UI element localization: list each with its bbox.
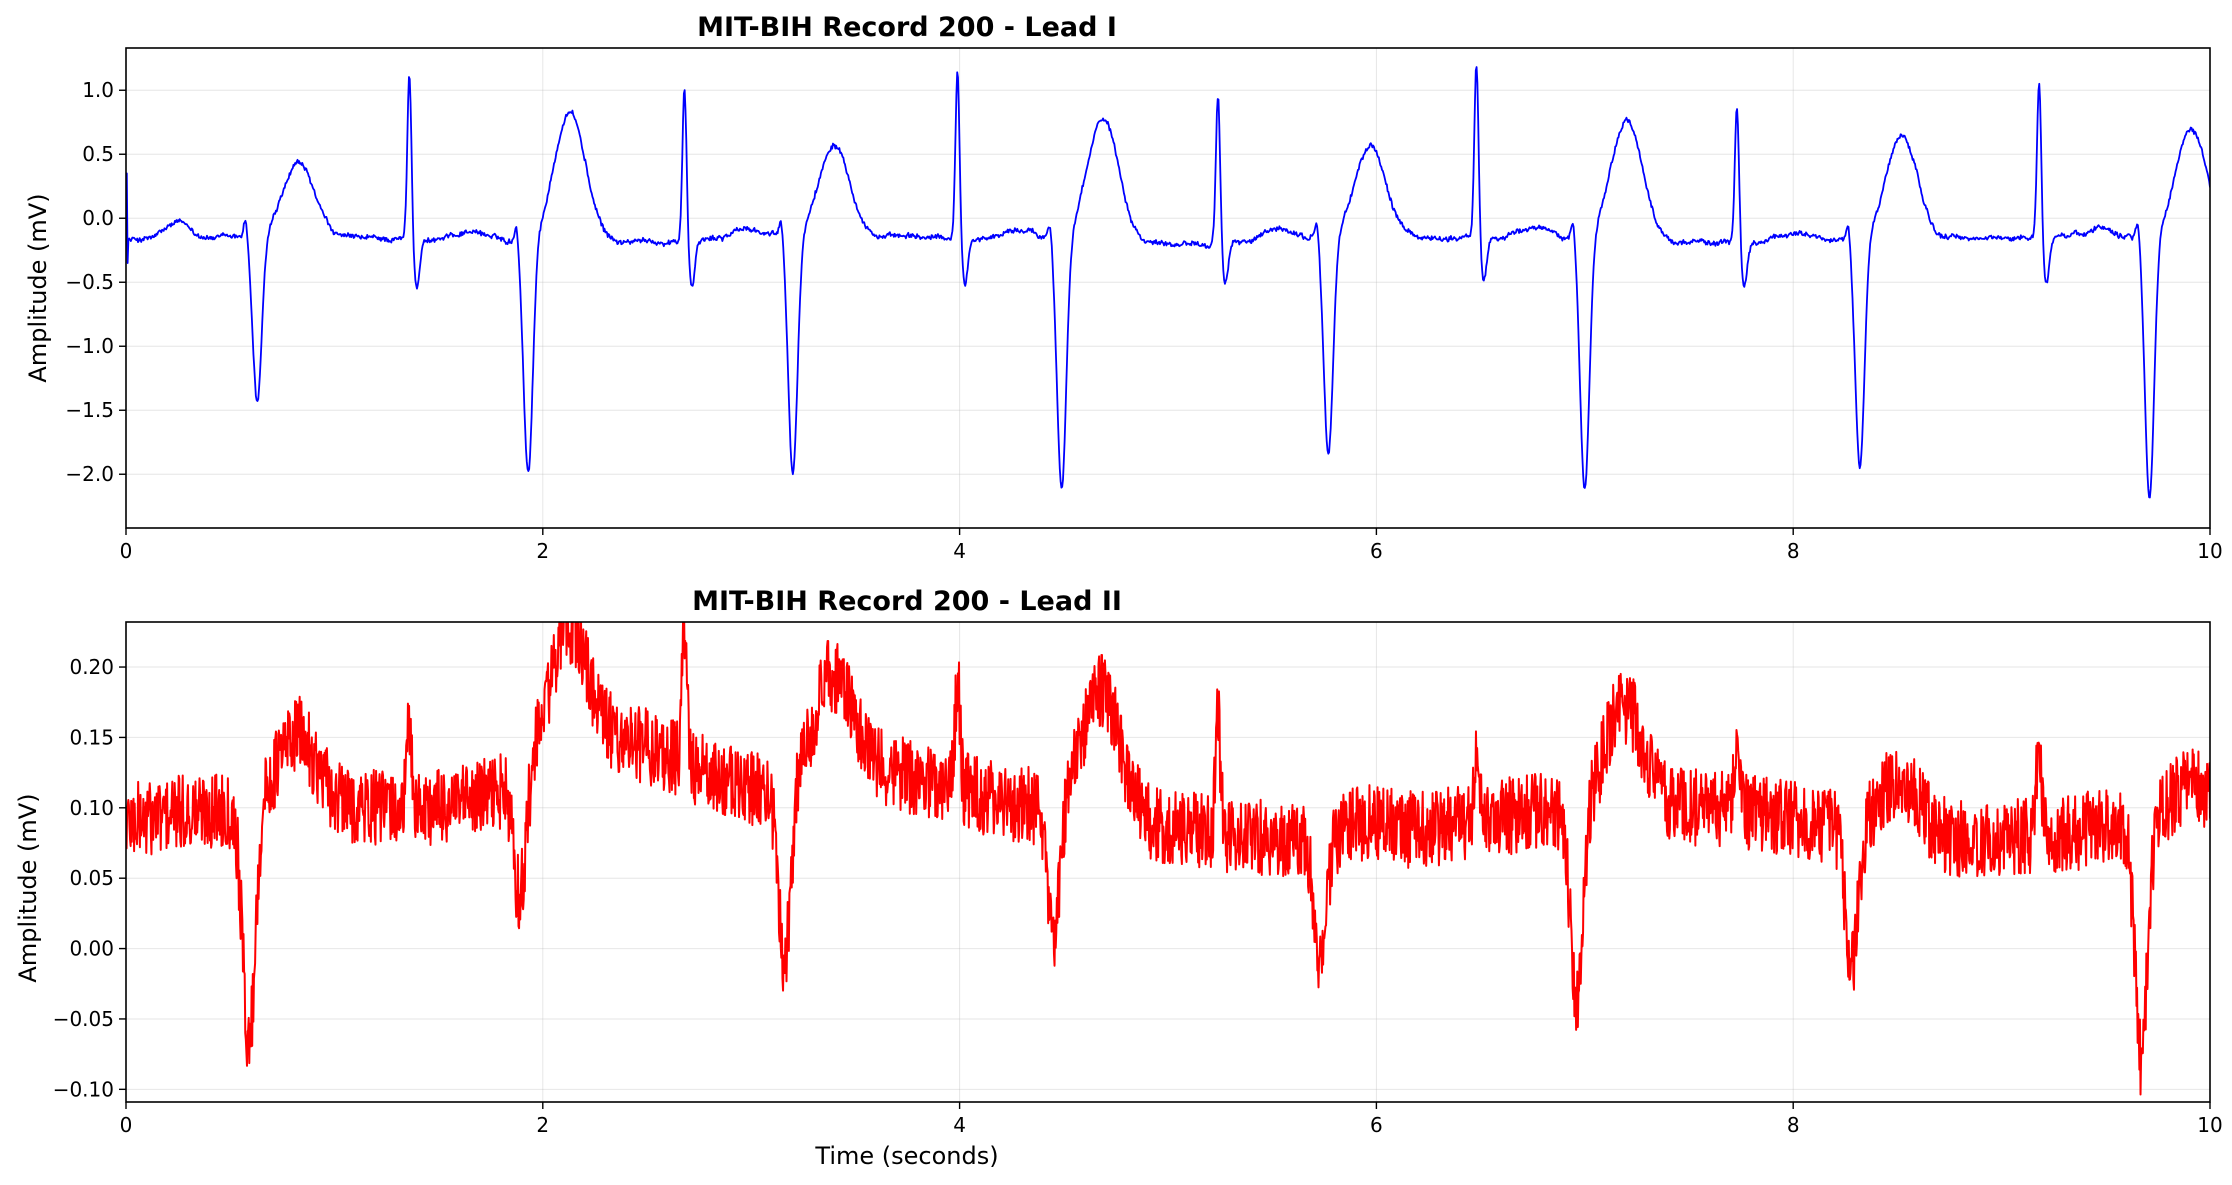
y-tick-label: 0.0 xyxy=(82,206,114,230)
grid-lead-2 xyxy=(125,622,2211,1102)
x-tick-label: 0 xyxy=(120,1113,133,1137)
y-axis-label-lead-2: Amplitude (mV) xyxy=(14,793,42,982)
y-tick-label: −1.0 xyxy=(65,334,114,358)
y-tick-label: −0.5 xyxy=(65,270,114,294)
x-tick-label: 2 xyxy=(536,539,549,563)
y-tick-label: 0.20 xyxy=(69,655,114,679)
x-tick-label: 8 xyxy=(1787,539,1800,563)
ecg-signal-line-lead-2 xyxy=(126,622,2210,1096)
plot-frame-lead-2 xyxy=(125,621,2211,1103)
x-axis-label-lead-2: Time (seconds) xyxy=(814,1142,998,1170)
x-tick-label: 10 xyxy=(2197,539,2222,563)
y-tick-label: −0.10 xyxy=(53,1077,114,1101)
y-axis-label-lead-1: Amplitude (mV) xyxy=(24,193,52,382)
y-tick-label: 0.5 xyxy=(82,142,114,166)
y-tick-label: 0.05 xyxy=(69,866,114,890)
y-tick-label: 1.0 xyxy=(82,78,114,102)
plot-frame-lead-1 xyxy=(125,47,2211,529)
x-tick-label: 6 xyxy=(1370,539,1383,563)
y-tick-label: 0.10 xyxy=(69,796,114,820)
chart-title-lead-1: MIT-BIH Record 200 - Lead I xyxy=(697,12,1117,43)
chart-panel-lead-2: MIT-BIH Record 200 - Lead II Amplitude (… xyxy=(14,586,2223,1170)
chart-title-lead-2: MIT-BIH Record 200 - Lead II xyxy=(692,586,1122,617)
x-tick-label: 8 xyxy=(1787,1113,1800,1137)
y-tick-label: −1.5 xyxy=(65,398,114,422)
x-tick-label: 0 xyxy=(120,539,133,563)
x-tick-label: 10 xyxy=(2197,1113,2222,1137)
y-tick-label: −2.0 xyxy=(65,462,114,486)
x-tick-label: 4 xyxy=(953,539,966,563)
x-tick-label: 2 xyxy=(536,1113,549,1137)
y-tick-label: 0.00 xyxy=(69,937,114,961)
y-tick-label: 0.15 xyxy=(69,725,114,749)
chart-panel-lead-1: MIT-BIH Record 200 - Lead I Amplitude (m… xyxy=(24,12,2223,563)
y-tick-label: −0.05 xyxy=(53,1007,114,1031)
grid-lead-1 xyxy=(125,48,2211,528)
ecg-signal-line-lead-1 xyxy=(126,66,2210,499)
x-tick-label: 6 xyxy=(1370,1113,1383,1137)
x-tick-label: 4 xyxy=(953,1113,966,1137)
